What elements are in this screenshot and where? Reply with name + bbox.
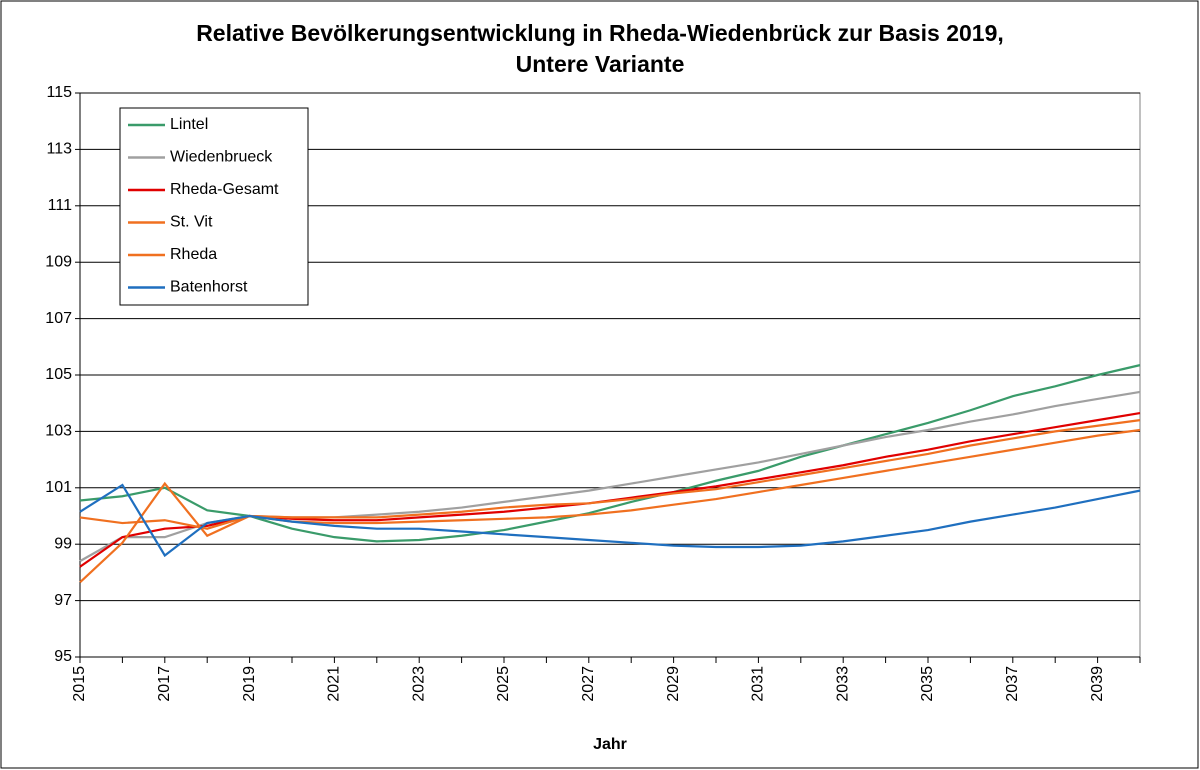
y-tick-label: 103	[45, 423, 72, 440]
y-tick-label: 115	[46, 84, 72, 101]
x-tick-label: 2031	[750, 666, 767, 702]
x-tick-label: 2037	[1004, 666, 1021, 702]
x-tick-label: 2039	[1089, 666, 1106, 702]
x-tick-label: 2019	[241, 666, 258, 702]
legend-label: St. Vit	[170, 214, 213, 231]
y-tick-label: 105	[45, 366, 72, 383]
x-tick-label: 2033	[834, 666, 851, 702]
x-tick-label: 2023	[410, 666, 427, 702]
x-tick-label: 2025	[495, 666, 512, 702]
legend-label: Batenhorst	[170, 279, 248, 296]
x-tick-label: 2029	[665, 666, 682, 702]
x-tick-label: 2021	[326, 666, 343, 702]
y-tick-label: 101	[45, 479, 72, 496]
x-tick-label: 2017	[156, 666, 173, 702]
y-tick-label: 111	[48, 197, 72, 214]
y-tick-label: 109	[45, 253, 72, 270]
x-tick-label: 2035	[919, 666, 936, 702]
legend-label: Rheda	[170, 246, 217, 263]
y-tick-label: 95	[54, 648, 72, 665]
series-line	[79, 483, 1141, 558]
legend-label: Wiedenbrueck	[170, 149, 273, 166]
chart-title: Relative Bevölkerungsentwicklung in Rhed…	[196, 20, 1004, 77]
legend	[119, 107, 309, 306]
y-tick-label: 97	[54, 592, 72, 609]
x-axis-label: Jahr	[593, 736, 627, 753]
legend-label: Lintel	[170, 116, 208, 133]
y-tick-label: 99	[54, 535, 72, 552]
y-tick-label: 113	[46, 141, 72, 158]
x-tick-label: 2027	[580, 666, 597, 702]
legend-label: Rheda-Gesamt	[170, 181, 279, 198]
y-tick-label: 107	[45, 310, 72, 327]
series-line	[79, 364, 1141, 543]
x-tick-label: 2015	[71, 666, 88, 702]
